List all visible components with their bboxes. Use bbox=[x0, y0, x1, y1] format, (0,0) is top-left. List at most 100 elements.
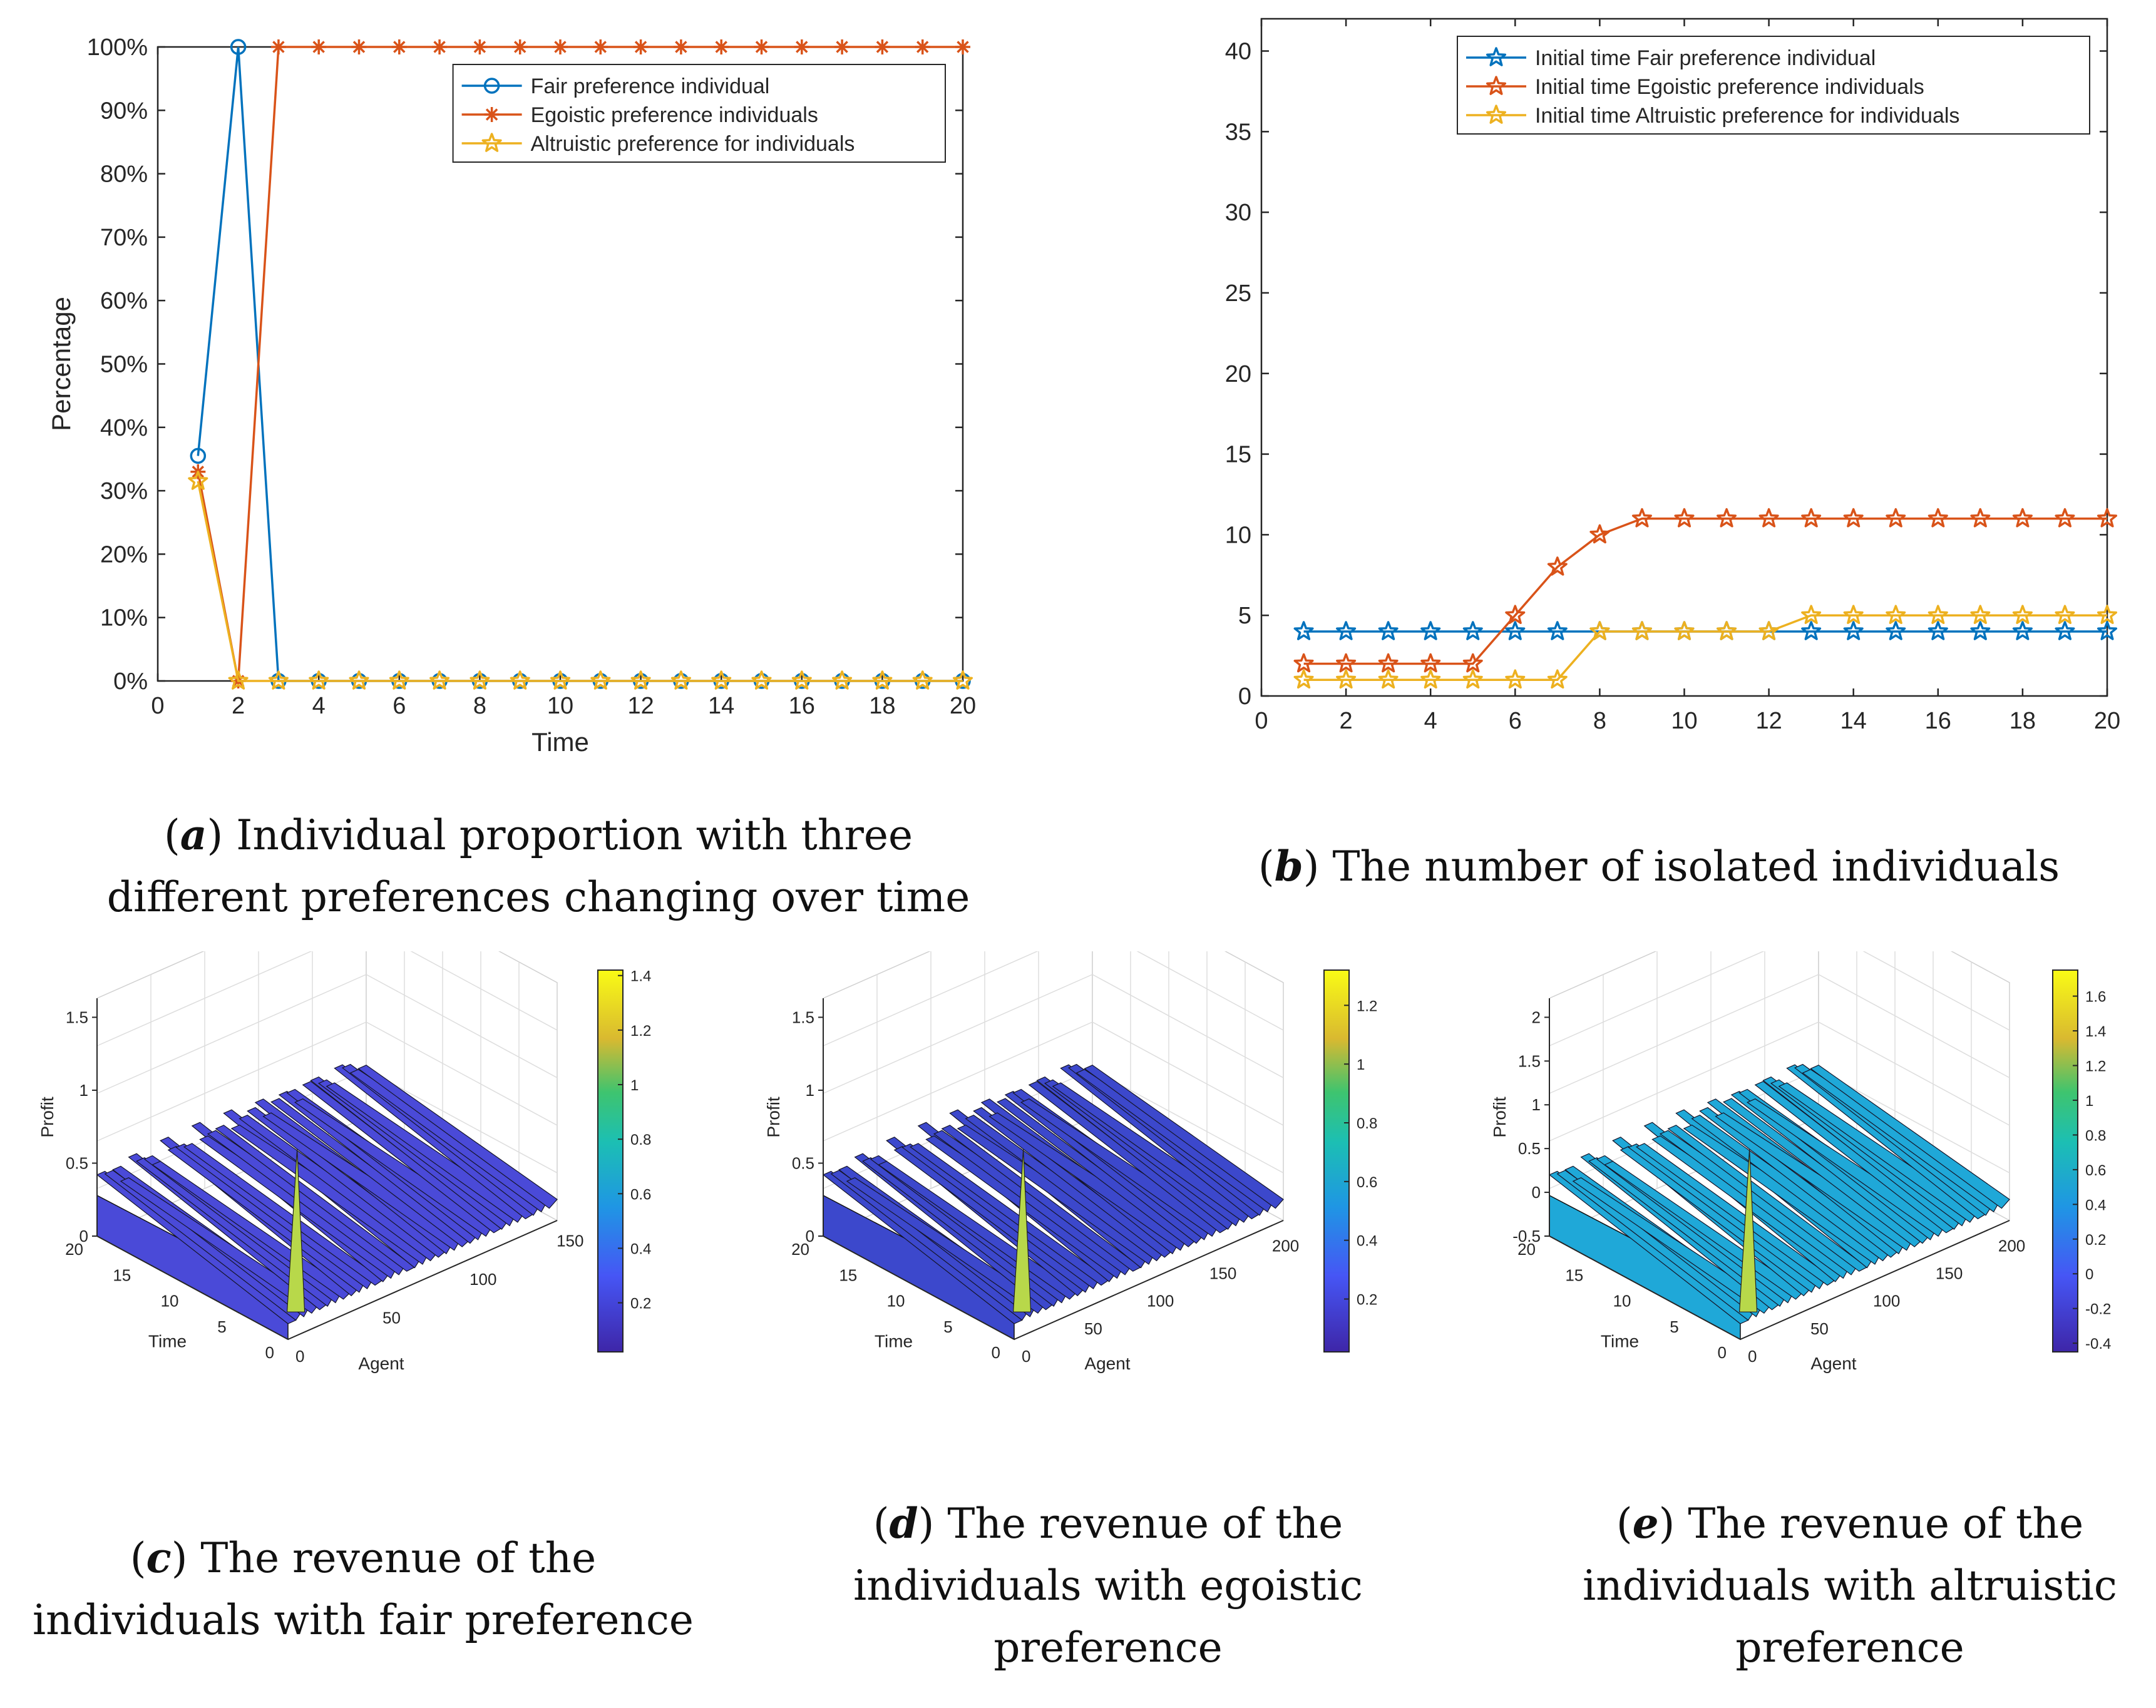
legend-label-altruistic: Altruistic preference for individuals bbox=[531, 132, 855, 156]
colorbar-tick-label: 1.2 bbox=[1357, 998, 1377, 1015]
y-tick-label: 70% bbox=[100, 225, 148, 251]
data-point-egoistic bbox=[553, 39, 568, 54]
time-tick-label: 15 bbox=[113, 1266, 131, 1284]
data-point-egoistic bbox=[714, 39, 729, 54]
y-axis-label: Percentage bbox=[46, 297, 76, 431]
colorbar-tick-label: 0.8 bbox=[630, 1132, 651, 1148]
y-tick-label: 40 bbox=[1225, 39, 1251, 65]
y-tick-label: 0 bbox=[1238, 683, 1251, 710]
z-axis-label: Profit bbox=[764, 1097, 783, 1138]
z-tick-label: 1.5 bbox=[1518, 1051, 1541, 1070]
time-tick-label: 20 bbox=[1517, 1240, 1536, 1259]
agent-axis-label: Agent bbox=[1810, 1354, 1856, 1373]
y-tick-label: 20 bbox=[1225, 361, 1251, 387]
x-tick-label: 2 bbox=[1340, 708, 1353, 734]
y-tick-label: 0% bbox=[113, 668, 148, 695]
data-point-egoistic bbox=[271, 39, 286, 54]
y-tick-label: 90% bbox=[100, 98, 148, 124]
time-tick-label: 10 bbox=[887, 1292, 905, 1311]
y-tick-label: 35 bbox=[1225, 119, 1251, 145]
colorbar bbox=[598, 970, 623, 1352]
caption-d-letter: d bbox=[890, 1499, 918, 1548]
y-tick-label: 60% bbox=[100, 288, 148, 314]
caption-d: (d) The revenue of the individuals with … bbox=[826, 1493, 1390, 1679]
time-tick-label: 10 bbox=[1613, 1292, 1631, 1311]
z-tick-label: 0 bbox=[1532, 1183, 1541, 1202]
data-point-egoistic bbox=[754, 39, 769, 54]
legend-label-altruistic: Initial time Altruistic preference for i… bbox=[1535, 104, 1959, 128]
x-tick-label: 4 bbox=[1424, 708, 1437, 734]
x-tick-label: 4 bbox=[312, 693, 326, 719]
agent-tick-label: 100 bbox=[470, 1270, 496, 1289]
time-tick-label: 5 bbox=[1670, 1317, 1678, 1336]
legend-label-egoistic: Initial time Egoistic preference individ… bbox=[1535, 75, 1924, 99]
caption-c-letter: c bbox=[146, 1533, 172, 1582]
x-tick-label: 0 bbox=[1255, 708, 1268, 734]
data-point-egoistic bbox=[392, 39, 407, 54]
y-tick-label: 10 bbox=[1225, 522, 1251, 548]
colorbar-tick-label: 0.4 bbox=[630, 1240, 651, 1257]
data-point-egoistic bbox=[472, 39, 487, 54]
y-tick-label: 20% bbox=[100, 541, 148, 568]
colorbar-tick-label: 1.2 bbox=[2085, 1058, 2106, 1075]
caption-a-letter: a bbox=[180, 811, 207, 859]
x-tick-label: 18 bbox=[2010, 708, 2036, 734]
colorbar-tick-label: 1.6 bbox=[2085, 989, 2106, 1006]
time-tick-label: 10 bbox=[161, 1292, 179, 1311]
time-axis-label: Time bbox=[148, 1332, 187, 1351]
colorbar bbox=[1324, 970, 1349, 1352]
data-point-egoistic bbox=[834, 39, 850, 54]
colorbar-tick-label: 1.4 bbox=[630, 968, 651, 985]
z-axis-label: Profit bbox=[1490, 1097, 1509, 1138]
legend-label-egoistic: Egoistic preference individuals bbox=[531, 103, 818, 127]
agent-tick-label: 150 bbox=[557, 1232, 583, 1250]
time-tick-label: 15 bbox=[1565, 1266, 1583, 1284]
colorbar-tick-label: 1 bbox=[630, 1077, 639, 1094]
z-tick-label: 0.5 bbox=[792, 1153, 814, 1172]
x-tick-label: 12 bbox=[627, 693, 654, 719]
agent-tick-label: 150 bbox=[1209, 1264, 1236, 1282]
colorbar-tick-label: 0.4 bbox=[2085, 1197, 2106, 1214]
x-tick-label: 12 bbox=[1755, 708, 1782, 734]
time-axis-label: Time bbox=[1601, 1332, 1639, 1351]
z-tick-label: 0.5 bbox=[66, 1153, 88, 1172]
agent-axis-label: Agent bbox=[358, 1354, 404, 1373]
z-tick-label: 1.5 bbox=[66, 1008, 88, 1026]
agent-tick-label: 0 bbox=[1748, 1347, 1757, 1366]
colorbar-tick-label: 0.2 bbox=[630, 1296, 651, 1312]
x-tick-label: 14 bbox=[1840, 708, 1867, 734]
agent-tick-label: 50 bbox=[1084, 1319, 1102, 1338]
legend: Initial time Fair preference individual I… bbox=[1457, 36, 2090, 134]
colorbar-tick-label: -0.4 bbox=[2085, 1336, 2111, 1353]
agent-tick-label: 50 bbox=[382, 1309, 401, 1327]
agent-tick-label: 100 bbox=[1147, 1292, 1174, 1311]
data-point-egoistic bbox=[915, 39, 930, 54]
chart-e-altruistic-revenue-surface: -0.500.511.52Profit05101520Time050100150… bbox=[1465, 951, 2156, 1465]
agent-axis-label: Agent bbox=[1084, 1354, 1130, 1373]
legend-label-fair: Initial time Fair preference individual bbox=[1535, 46, 1876, 70]
caption-a: (a) Individual proportion with three dif… bbox=[75, 804, 1002, 928]
x-tick-label: 16 bbox=[1925, 708, 1951, 734]
agent-tick-label: 0 bbox=[295, 1347, 304, 1366]
y-tick-label: 30 bbox=[1225, 200, 1251, 226]
caption-b-letter: b bbox=[1275, 842, 1303, 891]
z-tick-label: 0.5 bbox=[1518, 1139, 1541, 1158]
x-tick-label: 20 bbox=[2094, 708, 2120, 734]
legend-label-fair: Fair preference individual bbox=[531, 74, 770, 98]
caption-b-text: The number of isolated individuals bbox=[1333, 842, 2060, 891]
time-tick-label: 5 bbox=[943, 1317, 952, 1336]
data-point-egoistic bbox=[794, 39, 809, 54]
chart-c-fair-revenue-surface: 00.511.5Profit05101520Time050100150Agent… bbox=[13, 951, 701, 1465]
agent-tick-label: 100 bbox=[1873, 1292, 1900, 1311]
colorbar-tick-label: -0.2 bbox=[2085, 1301, 2111, 1318]
x-tick-label: 8 bbox=[1593, 708, 1606, 734]
x-tick-label: 20 bbox=[950, 693, 976, 719]
data-point-egoistic bbox=[352, 39, 367, 54]
x-tick-label: 6 bbox=[1509, 708, 1522, 734]
x-tick-label: 10 bbox=[547, 693, 573, 719]
x-axis-label: Time bbox=[531, 727, 589, 757]
chart-b-isolated-individuals: 0 2 4 6 8 10 12 14 16 18 20 0 5 10 15 20 25 30 35 40 Initial… bbox=[1139, 0, 2156, 782]
x-tick-label: 8 bbox=[473, 693, 486, 719]
z-tick-label: 1.5 bbox=[792, 1008, 814, 1026]
caption-e-letter: e bbox=[1633, 1499, 1659, 1548]
